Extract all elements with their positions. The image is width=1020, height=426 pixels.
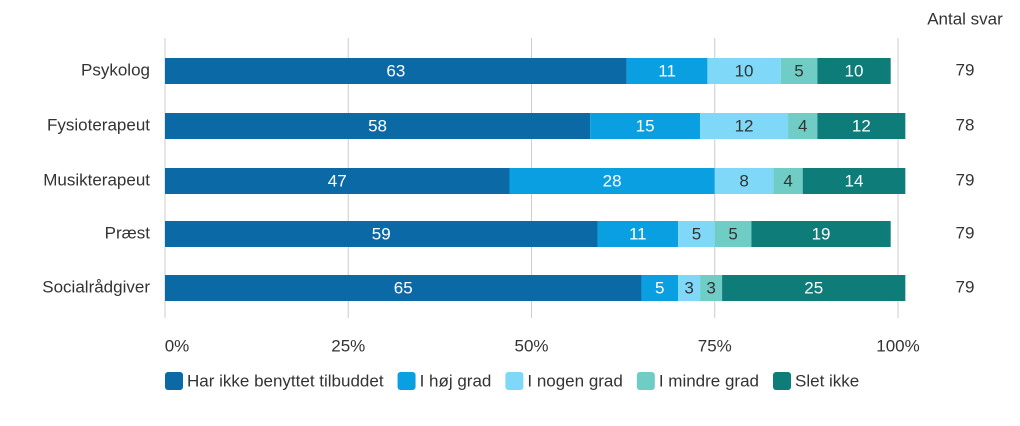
- legend-label: I høj grad: [420, 371, 492, 390]
- x-tick-label: 25%: [331, 336, 365, 355]
- bar-segment: [707, 58, 781, 84]
- bar-segment: [678, 221, 715, 247]
- data-label: 12: [735, 116, 754, 135]
- bar-segment: [626, 58, 708, 84]
- legend-label: Har ikke benyttet tilbuddet: [187, 371, 384, 390]
- bar-segment: [165, 168, 510, 194]
- x-tick-label: 50%: [514, 336, 548, 355]
- data-label: 65: [394, 278, 413, 297]
- data-label: 47: [328, 171, 347, 190]
- bar-segment: [788, 113, 818, 139]
- bar-segment: [751, 221, 891, 247]
- bar-segment: [773, 168, 803, 194]
- data-label: 14: [845, 171, 864, 190]
- data-label: 63: [386, 61, 405, 80]
- bar-segment: [165, 275, 642, 301]
- data-label: 4: [783, 171, 792, 190]
- data-label: 5: [692, 224, 701, 243]
- y-tick-label: Musikterapeut: [43, 170, 150, 189]
- data-label: 3: [706, 278, 715, 297]
- bar-segment: [700, 113, 789, 139]
- data-label: 4: [798, 116, 807, 135]
- x-tick-label: 75%: [698, 336, 732, 355]
- bar-segment: [590, 113, 701, 139]
- data-label: 12: [852, 116, 871, 135]
- y-tick-label: Psykolog: [81, 60, 150, 79]
- legend-label: I nogen grad: [527, 371, 622, 390]
- data-label: 58: [368, 116, 387, 135]
- data-label: 11: [658, 61, 676, 80]
- count-label: 79: [956, 60, 975, 79]
- bar-segment: [722, 275, 906, 301]
- bar-segment: [678, 275, 701, 301]
- data-label: 8: [739, 171, 748, 190]
- legend-swatch: [397, 372, 416, 390]
- data-label: 11: [629, 224, 647, 243]
- x-tick-label: 100%: [876, 336, 919, 355]
- count-label: 79: [956, 223, 975, 242]
- bar-segment: [817, 58, 891, 84]
- data-label: 19: [812, 224, 831, 243]
- data-label: 15: [636, 116, 655, 135]
- data-label: 59: [372, 224, 391, 243]
- bar-segment: [817, 113, 906, 139]
- bar-segment: [700, 275, 723, 301]
- bar-segment: [802, 168, 906, 194]
- count-header: Antal svar: [927, 9, 1003, 28]
- bar-segment: [714, 168, 774, 194]
- bar-segment: [641, 275, 679, 301]
- legend-label: Slet ikke: [795, 371, 859, 390]
- x-tick-label: 0%: [165, 336, 190, 355]
- data-label: 10: [845, 61, 864, 80]
- data-label: 10: [735, 61, 754, 80]
- data-label: 5: [655, 278, 664, 297]
- data-label: 25: [804, 278, 823, 297]
- legend-label: I mindre grad: [659, 371, 759, 390]
- y-tick-label: Socialrådgiver: [42, 277, 150, 296]
- legend-swatch: [505, 372, 524, 390]
- legend-swatch: [636, 372, 655, 390]
- y-tick-label: Præst: [105, 223, 151, 242]
- count-label: 79: [956, 277, 975, 296]
- data-label: 28: [603, 171, 622, 190]
- bar-segment: [780, 58, 818, 84]
- data-label: 5: [728, 224, 737, 243]
- data-label: 3: [684, 278, 693, 297]
- count-label: 78: [956, 115, 975, 134]
- y-tick-label: Fysioterapeut: [47, 115, 150, 134]
- data-label: 5: [794, 61, 803, 80]
- legend-swatch: [773, 372, 792, 390]
- legend-swatch: [165, 372, 183, 390]
- bar-segment: [509, 168, 715, 194]
- bar-segment: [165, 58, 627, 84]
- bar-segment: [597, 221, 679, 247]
- bar-segment: [714, 221, 752, 247]
- bar-segment: [165, 113, 591, 139]
- bar-segment: [165, 221, 598, 247]
- count-label: 79: [956, 170, 975, 189]
